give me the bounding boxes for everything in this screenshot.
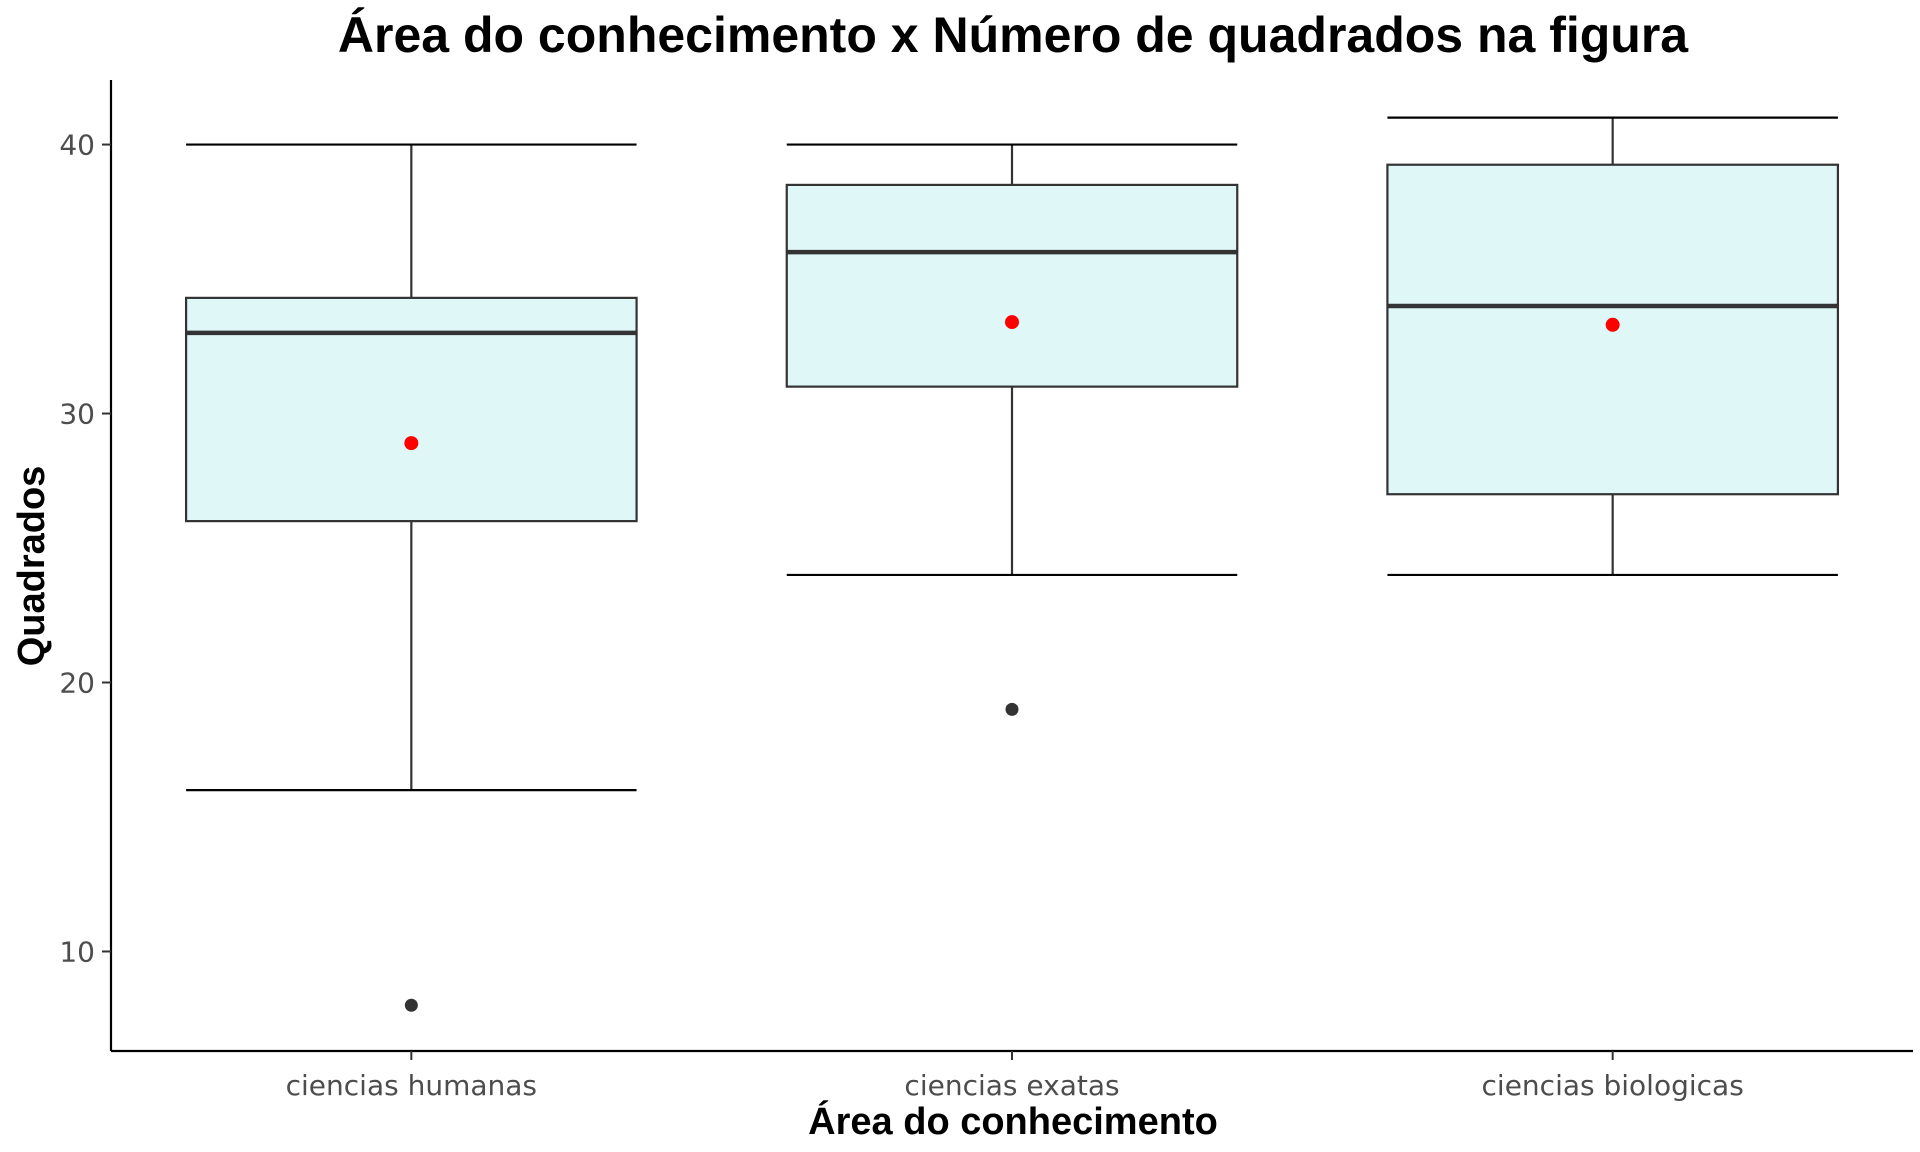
x-axis-title: Área do conhecimento bbox=[808, 1099, 1218, 1143]
box-iqr bbox=[785, 183, 1239, 388]
y-tick-label: 20 bbox=[59, 667, 95, 700]
x-tick-label: ciencias biologicas bbox=[1482, 1069, 1744, 1102]
mean-point bbox=[1605, 317, 1620, 332]
y-tick-label: 10 bbox=[59, 935, 95, 968]
x-tick-label: ciencias exatas bbox=[904, 1069, 1119, 1102]
x-tick-label: ciencias humanas bbox=[286, 1069, 537, 1102]
y-tick-label: 30 bbox=[59, 398, 95, 431]
chart-title: Área do conhecimento x Número de quadrad… bbox=[338, 7, 1689, 63]
outlier-point bbox=[404, 998, 418, 1012]
y-axis-title: Quadrados bbox=[11, 466, 53, 667]
mean-point bbox=[1005, 315, 1019, 330]
plot-area: 10 20 30 40 ciencias humanas ciencias exatas c… bbox=[59, 80, 1913, 1102]
outlier-point bbox=[1005, 702, 1019, 716]
y-tick-label: 40 bbox=[59, 129, 95, 162]
mean-point bbox=[404, 436, 419, 451]
